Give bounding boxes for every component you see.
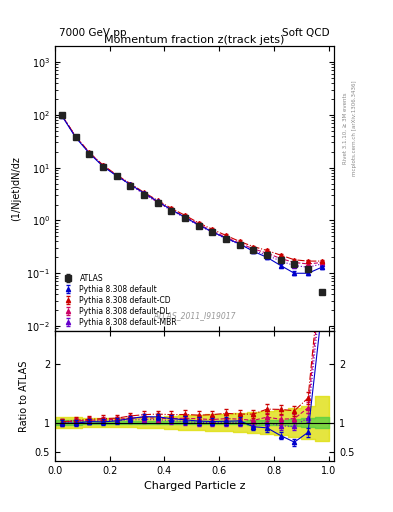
- Y-axis label: Ratio to ATLAS: Ratio to ATLAS: [19, 360, 29, 432]
- X-axis label: Charged Particle z: Charged Particle z: [144, 481, 245, 491]
- Legend: ATLAS, Pythia 8.308 default, Pythia 8.308 default-CD, Pythia 8.308 default-DL, P: ATLAS, Pythia 8.308 default, Pythia 8.30…: [57, 271, 180, 330]
- Text: ATLAS_2011_I919017: ATLAS_2011_I919017: [153, 311, 236, 320]
- Title: Momentum fraction z(track jets): Momentum fraction z(track jets): [105, 35, 285, 45]
- Text: Soft QCD: Soft QCD: [283, 28, 330, 38]
- Y-axis label: (1/Njet)dN/dz: (1/Njet)dN/dz: [11, 156, 21, 221]
- Text: mcplots.cern.ch [arXiv:1306.3436]: mcplots.cern.ch [arXiv:1306.3436]: [352, 80, 357, 176]
- Text: 7000 GeV pp: 7000 GeV pp: [59, 28, 127, 38]
- Text: Rivet 3.1.10, ≥ 3M events: Rivet 3.1.10, ≥ 3M events: [343, 92, 348, 164]
